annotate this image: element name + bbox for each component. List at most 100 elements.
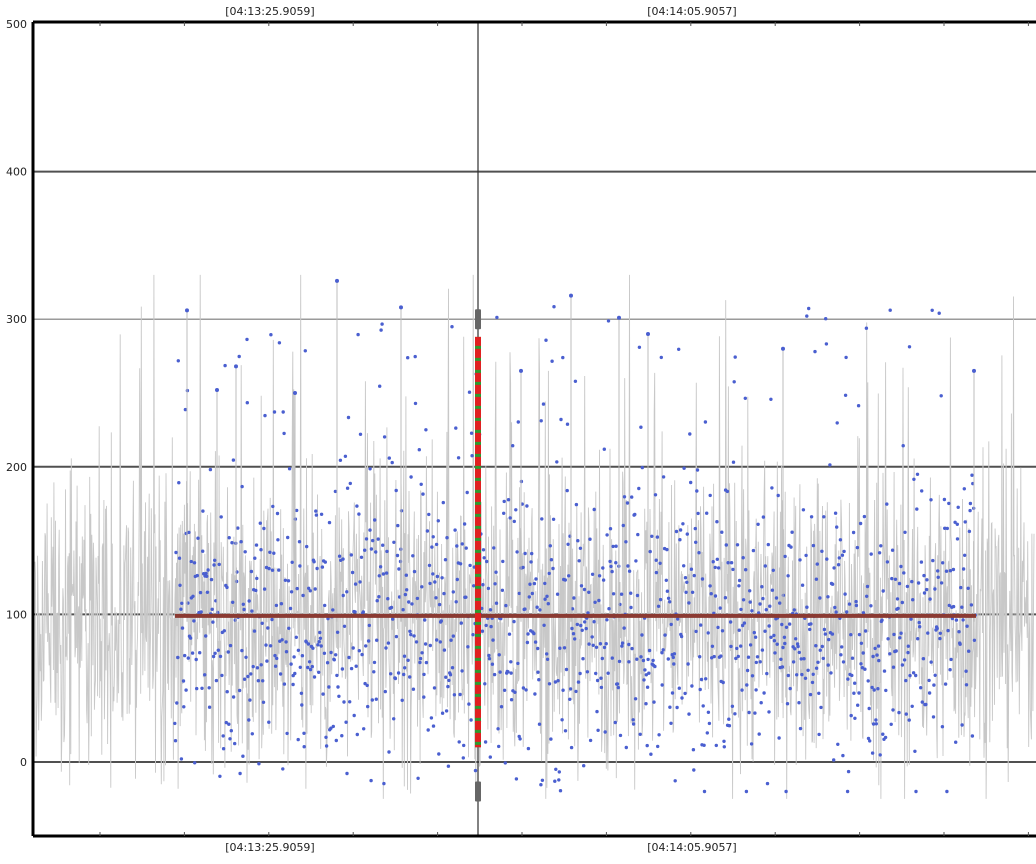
sample-point	[596, 728, 600, 732]
sample-point	[582, 764, 586, 768]
sample-point	[451, 634, 455, 638]
sample-point	[343, 454, 348, 458]
sample-point	[649, 752, 653, 756]
sample-point	[668, 600, 672, 604]
sample-point	[394, 634, 399, 639]
sample-point	[754, 660, 758, 665]
sample-point	[784, 625, 789, 629]
sample-point	[440, 576, 444, 580]
sample-point	[693, 526, 697, 531]
sample-point	[627, 569, 632, 573]
sample-point	[345, 590, 349, 594]
sample-point	[448, 673, 453, 677]
sample-point	[555, 592, 560, 596]
sample-point	[836, 563, 841, 567]
sample-point	[551, 517, 556, 521]
sample-point	[310, 664, 314, 669]
sample-point	[497, 653, 501, 657]
sample-point	[314, 509, 318, 513]
sample-point	[603, 730, 607, 734]
sample-point	[530, 591, 534, 596]
sample-point	[741, 598, 746, 602]
sample-point	[306, 665, 310, 670]
sample-point	[225, 690, 229, 694]
sample-point	[611, 592, 616, 596]
sample-point	[651, 658, 655, 663]
sample-point	[494, 570, 498, 574]
sample-point	[963, 520, 967, 524]
sample-point	[209, 577, 214, 582]
sample-point	[488, 608, 493, 612]
sample-point	[627, 660, 631, 664]
sample-point	[259, 548, 263, 552]
sample-point	[658, 561, 662, 565]
sample-point	[907, 345, 912, 349]
sample-point	[840, 645, 844, 649]
sample-point	[469, 718, 473, 722]
sample-point	[614, 561, 618, 565]
sample-point	[195, 573, 199, 578]
sample-point	[558, 789, 563, 793]
sample-point	[205, 590, 210, 594]
sample-point	[964, 669, 968, 673]
sample-point	[284, 650, 289, 654]
sample-point	[743, 396, 747, 400]
sample-point	[902, 658, 907, 662]
sample-point	[577, 559, 581, 563]
sample-point	[713, 565, 717, 570]
sample-point	[753, 711, 757, 715]
sample-point	[582, 587, 587, 592]
sample-point	[179, 607, 183, 611]
sample-point	[261, 700, 266, 704]
time-cursor-layer[interactable]	[475, 22, 481, 836]
sample-point	[801, 508, 806, 512]
sample-point	[565, 422, 570, 426]
sample-point	[287, 626, 291, 630]
sample-point	[312, 560, 316, 564]
sample-point	[599, 685, 604, 690]
sample-point	[518, 737, 522, 741]
sample-point	[899, 631, 903, 635]
y-tick-label: 400	[6, 166, 27, 179]
sample-point	[940, 725, 945, 729]
sample-point	[434, 596, 438, 600]
sample-point	[937, 311, 941, 315]
sample-point	[231, 458, 236, 462]
sample-point	[458, 692, 462, 697]
sample-point	[329, 726, 333, 730]
sample-point	[835, 525, 839, 529]
sample-point	[862, 514, 867, 519]
sample-point	[485, 559, 489, 564]
sample-point	[597, 598, 601, 603]
sample-point	[859, 641, 864, 645]
sample-point	[741, 623, 745, 628]
sample-point	[799, 657, 803, 661]
sample-point	[285, 731, 289, 736]
sample-point	[371, 538, 375, 543]
sample-point	[317, 670, 321, 674]
sample-point	[504, 603, 508, 608]
sample-point	[192, 619, 196, 623]
sample-point	[394, 488, 398, 493]
sample-point	[727, 717, 731, 721]
sample-point	[559, 417, 563, 422]
sample-point	[947, 603, 951, 608]
sample-point	[387, 456, 391, 460]
sample-point	[721, 680, 725, 685]
sample-point	[916, 637, 920, 641]
sample-point	[424, 660, 429, 665]
sample-point	[595, 678, 600, 683]
sample-point	[357, 512, 361, 516]
sample-point	[573, 637, 577, 641]
sample-point	[272, 410, 277, 414]
sample-point	[722, 739, 726, 743]
sample-point	[957, 630, 961, 634]
sample-point	[598, 642, 603, 646]
y-tick-label: 300	[6, 313, 27, 326]
sample-point	[217, 562, 221, 567]
sample-point	[445, 536, 449, 540]
sample-point	[422, 672, 426, 677]
sample-point	[947, 501, 951, 506]
sample-point	[767, 710, 771, 714]
sample-point	[715, 557, 719, 561]
